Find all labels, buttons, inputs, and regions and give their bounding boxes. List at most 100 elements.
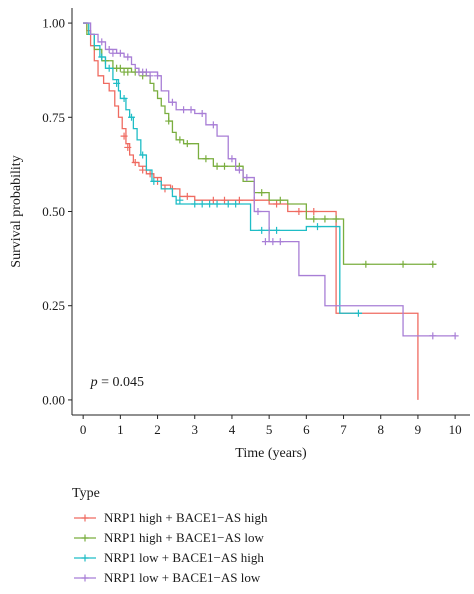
p-value-symbol: p	[90, 375, 98, 390]
legend-key-cross	[81, 554, 89, 562]
censor-mark	[120, 94, 128, 102]
censor-mark	[209, 196, 217, 204]
x-tick-label: 8	[377, 422, 384, 437]
x-tick-label: 0	[80, 422, 87, 437]
censor-mark	[269, 238, 277, 246]
censor-mark	[276, 238, 284, 246]
legend-label: NRP1 low + BACE1−AS low	[104, 570, 261, 585]
censor-mark	[235, 166, 243, 174]
y-tick-label: 0.25	[42, 298, 65, 313]
y-tick-label: 0.50	[42, 204, 65, 219]
censor-mark	[310, 208, 318, 215]
censor-mark	[183, 192, 191, 200]
x-tick-label: 1	[117, 422, 124, 437]
censor-mark	[105, 45, 113, 53]
censor-mark	[154, 72, 162, 80]
censor-mark	[273, 226, 281, 234]
censor-mark	[258, 226, 266, 234]
censor-mark	[228, 155, 236, 163]
censor-mark	[295, 208, 303, 215]
legend: Type NRP1 high + BACE1−AS high NRP1 high…	[72, 486, 267, 588]
censor-mark	[321, 215, 329, 223]
censor-mark	[354, 309, 362, 317]
censor-mark	[313, 223, 321, 231]
censor-mark	[98, 53, 106, 61]
y-tick-label: 1.00	[42, 16, 65, 31]
p-value-text: = 0.045	[98, 375, 144, 390]
censor-mark	[142, 68, 150, 76]
censor-mark	[191, 200, 199, 208]
legend-label: NRP1 high + BACE1−AS high	[104, 510, 268, 525]
censor-mark	[202, 155, 210, 163]
censor-mark	[183, 140, 191, 148]
series-2	[83, 22, 363, 317]
x-tick-label: 3	[191, 422, 198, 437]
x-tick-label: 9	[415, 422, 422, 437]
survival-curve	[83, 22, 363, 314]
censor-mark	[213, 200, 221, 208]
censor-mark	[232, 200, 240, 208]
censor-mark	[198, 110, 206, 118]
censor-mark	[213, 162, 221, 170]
censor-mark	[139, 151, 147, 159]
x-axis-title: Time (years)	[235, 446, 307, 461]
x-tick-label: 10	[449, 422, 462, 437]
y-axis-title: Survival probability	[9, 155, 24, 267]
x-tick-label: 7	[340, 422, 347, 437]
legend-item: NRP1 low + BACE1−AS high	[72, 548, 267, 568]
series-1	[83, 22, 437, 268]
censor-mark	[113, 79, 121, 87]
censor-mark	[98, 38, 106, 46]
legend-item: NRP1 low + BACE1−AS low	[72, 568, 267, 588]
legend-title: Type	[72, 486, 100, 501]
x-tick-label: 6	[303, 422, 310, 437]
censor-mark	[221, 162, 229, 170]
censor-mark	[451, 332, 459, 340]
legend-key-cross	[81, 574, 89, 582]
censor-mark	[105, 64, 113, 72]
censor-mark	[332, 215, 340, 223]
censor-mark	[165, 117, 173, 125]
x-tick-label: 5	[266, 422, 273, 437]
legend-key-2	[74, 554, 96, 562]
censor-mark	[261, 238, 269, 246]
legend-key-3	[74, 574, 96, 582]
censor-mark	[254, 208, 262, 215]
y-tick-label: 0.75	[42, 110, 65, 125]
censor-mark	[176, 136, 184, 144]
legend-label: NRP1 high + BACE1−AS low	[104, 530, 264, 545]
legend-item: NRP1 high + BACE1−AS low	[72, 528, 267, 548]
legend-key-cross	[81, 534, 89, 542]
legend-key-cross	[81, 514, 89, 522]
censor-mark	[180, 106, 188, 114]
censor-mark	[209, 121, 217, 129]
censor-mark	[235, 196, 243, 204]
censor-mark	[116, 64, 124, 72]
censor-mark	[429, 260, 437, 268]
censor-mark	[273, 200, 281, 208]
censor-mark	[429, 332, 437, 340]
censor-mark	[399, 260, 407, 268]
censor-mark	[362, 260, 370, 268]
x-tick-label: 2	[154, 422, 161, 437]
survival-chart: p = 0.045 0.00 0.25 0.50 0.75 1.00 0 1 2 3 4 5 6 7 8 9…	[9, 8, 470, 461]
censor-mark	[124, 53, 132, 61]
censor-mark	[116, 49, 124, 57]
censor-mark	[120, 132, 128, 140]
censor-mark	[109, 49, 117, 57]
censor-mark	[243, 174, 251, 182]
censor-mark	[221, 196, 229, 204]
censor-mark	[131, 159, 139, 167]
censor-mark	[276, 196, 284, 204]
censor-mark	[150, 177, 158, 185]
plot-area: p = 0.045	[83, 22, 459, 400]
legend-item: NRP1 high + BACE1−AS high	[72, 508, 267, 528]
censor-mark	[198, 200, 206, 208]
x-tick-label: 4	[229, 422, 236, 437]
censor-mark	[124, 143, 132, 151]
censor-mark	[168, 98, 176, 106]
censor-mark	[206, 200, 214, 208]
censor-mark	[176, 196, 184, 204]
legend-label: NRP1 low + BACE1−AS high	[104, 550, 264, 565]
censor-mark	[258, 189, 266, 197]
